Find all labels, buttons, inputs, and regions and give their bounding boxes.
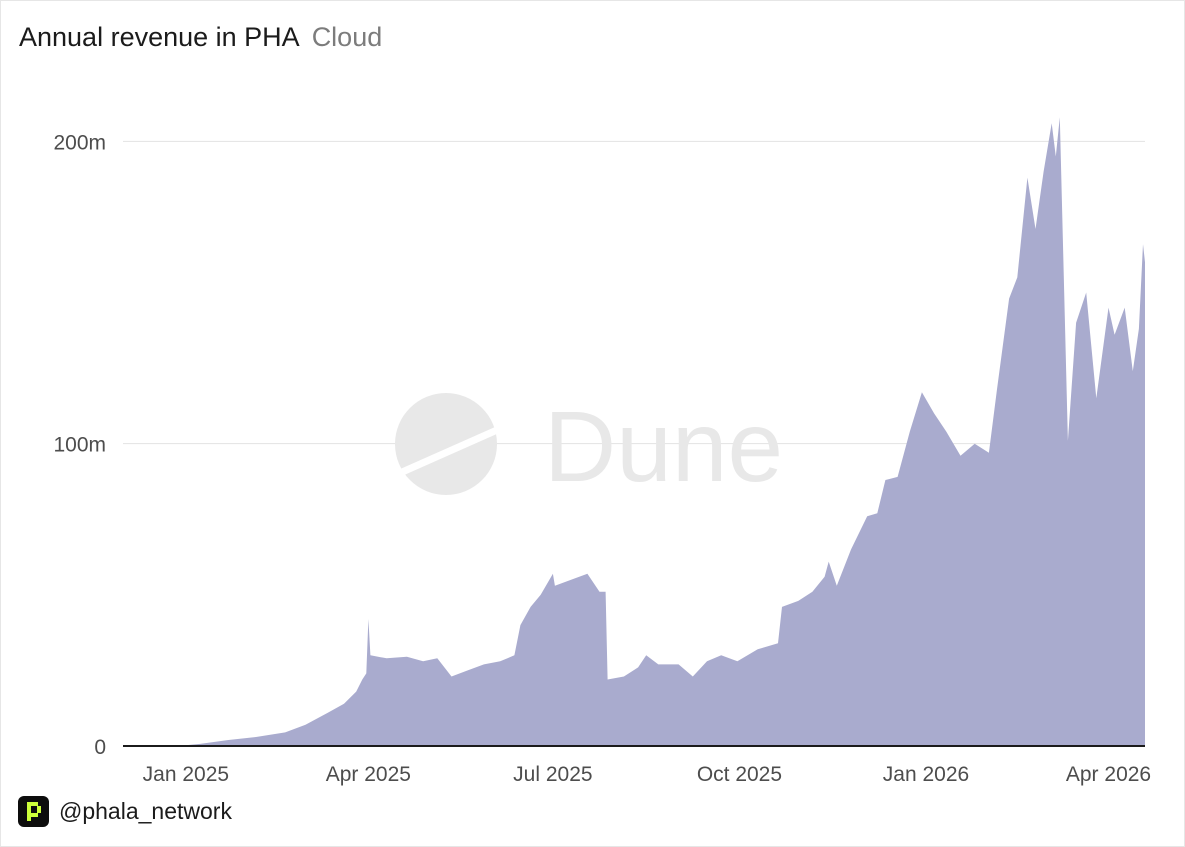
dune-watermark: Dune (395, 391, 783, 503)
gridlines (123, 140, 1145, 445)
y-tick-label: 100m (53, 434, 106, 457)
chart-title: Annual revenue in PHA (19, 22, 300, 52)
x-tick-label: Apr 2026 (1066, 763, 1151, 786)
attribution: @phala_network (18, 796, 232, 827)
dune-logo-icon (395, 393, 499, 495)
chart-subtitle: Cloud (311, 22, 383, 52)
phala-logo-icon (18, 796, 49, 827)
x-tick-label: Apr 2025 (326, 763, 411, 786)
y-tick-label: 200m (53, 131, 106, 154)
chart-header: Annual revenue in PHA Cloud (19, 22, 382, 53)
x-tick-label: Jul 2025 (513, 763, 592, 786)
x-axis-labels: Jan 2025 Apr 2025 Jul 2025 Oct 2025 Jan 2026… (143, 763, 1151, 786)
revenue-area (123, 117, 1145, 746)
y-axis-labels: 0 100m 200m (53, 131, 106, 759)
x-tick-label: Jan 2025 (143, 763, 229, 786)
x-tick-label: Oct 2025 (697, 763, 782, 786)
attribution-handle: @phala_network (59, 798, 232, 824)
y-tick-label: 0 (94, 736, 106, 759)
x-tick-label: Jan 2026 (883, 763, 969, 786)
watermark-text: Dune (544, 391, 783, 503)
